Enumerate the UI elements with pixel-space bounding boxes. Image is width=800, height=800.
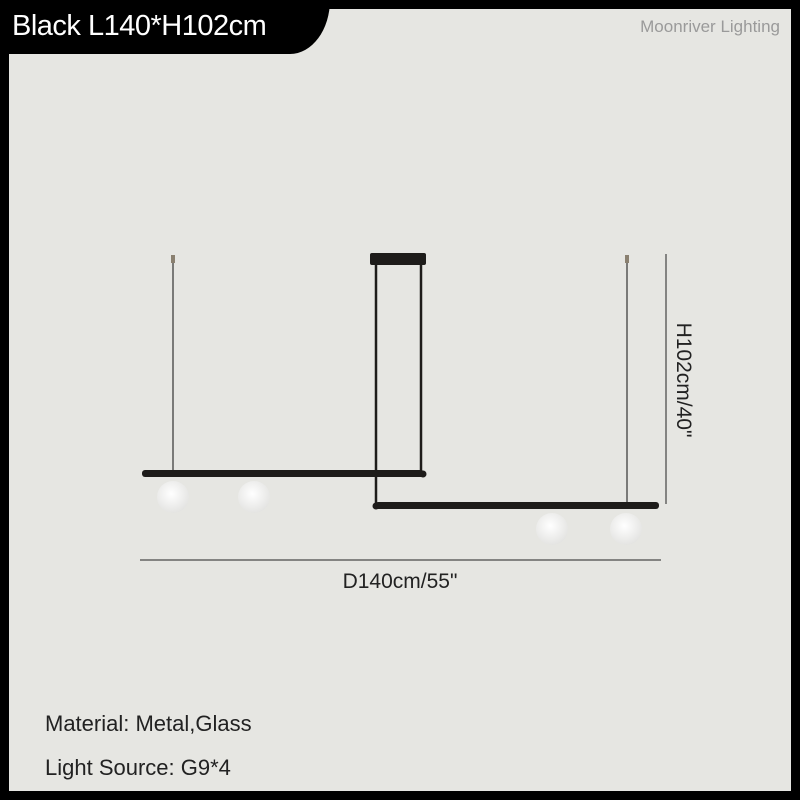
- variant-tab: Black L140*H102cm: [0, 0, 330, 54]
- globe-2: [238, 481, 270, 513]
- upper-bar: [142, 470, 424, 477]
- right-suspension-wire: [625, 255, 629, 504]
- height-label: H102cm/40": [672, 322, 695, 438]
- material-spec: Material: Metal,Glass: [45, 711, 252, 736]
- light-source-spec: Light Source: G9*4: [45, 755, 231, 780]
- globe-lights: [157, 481, 642, 545]
- product-canvas: [9, 9, 791, 791]
- ceiling-canopy: [370, 253, 426, 265]
- left-suspension-wire: [171, 255, 175, 472]
- lower-bar: [375, 502, 659, 509]
- globe-4: [610, 513, 642, 545]
- variant-title: Black L140*H102cm: [12, 10, 267, 42]
- brand-watermark: Moonriver Lighting: [640, 17, 780, 36]
- globe-1: [157, 481, 189, 513]
- width-label: D140cm/55": [342, 570, 458, 593]
- globe-3: [536, 513, 568, 545]
